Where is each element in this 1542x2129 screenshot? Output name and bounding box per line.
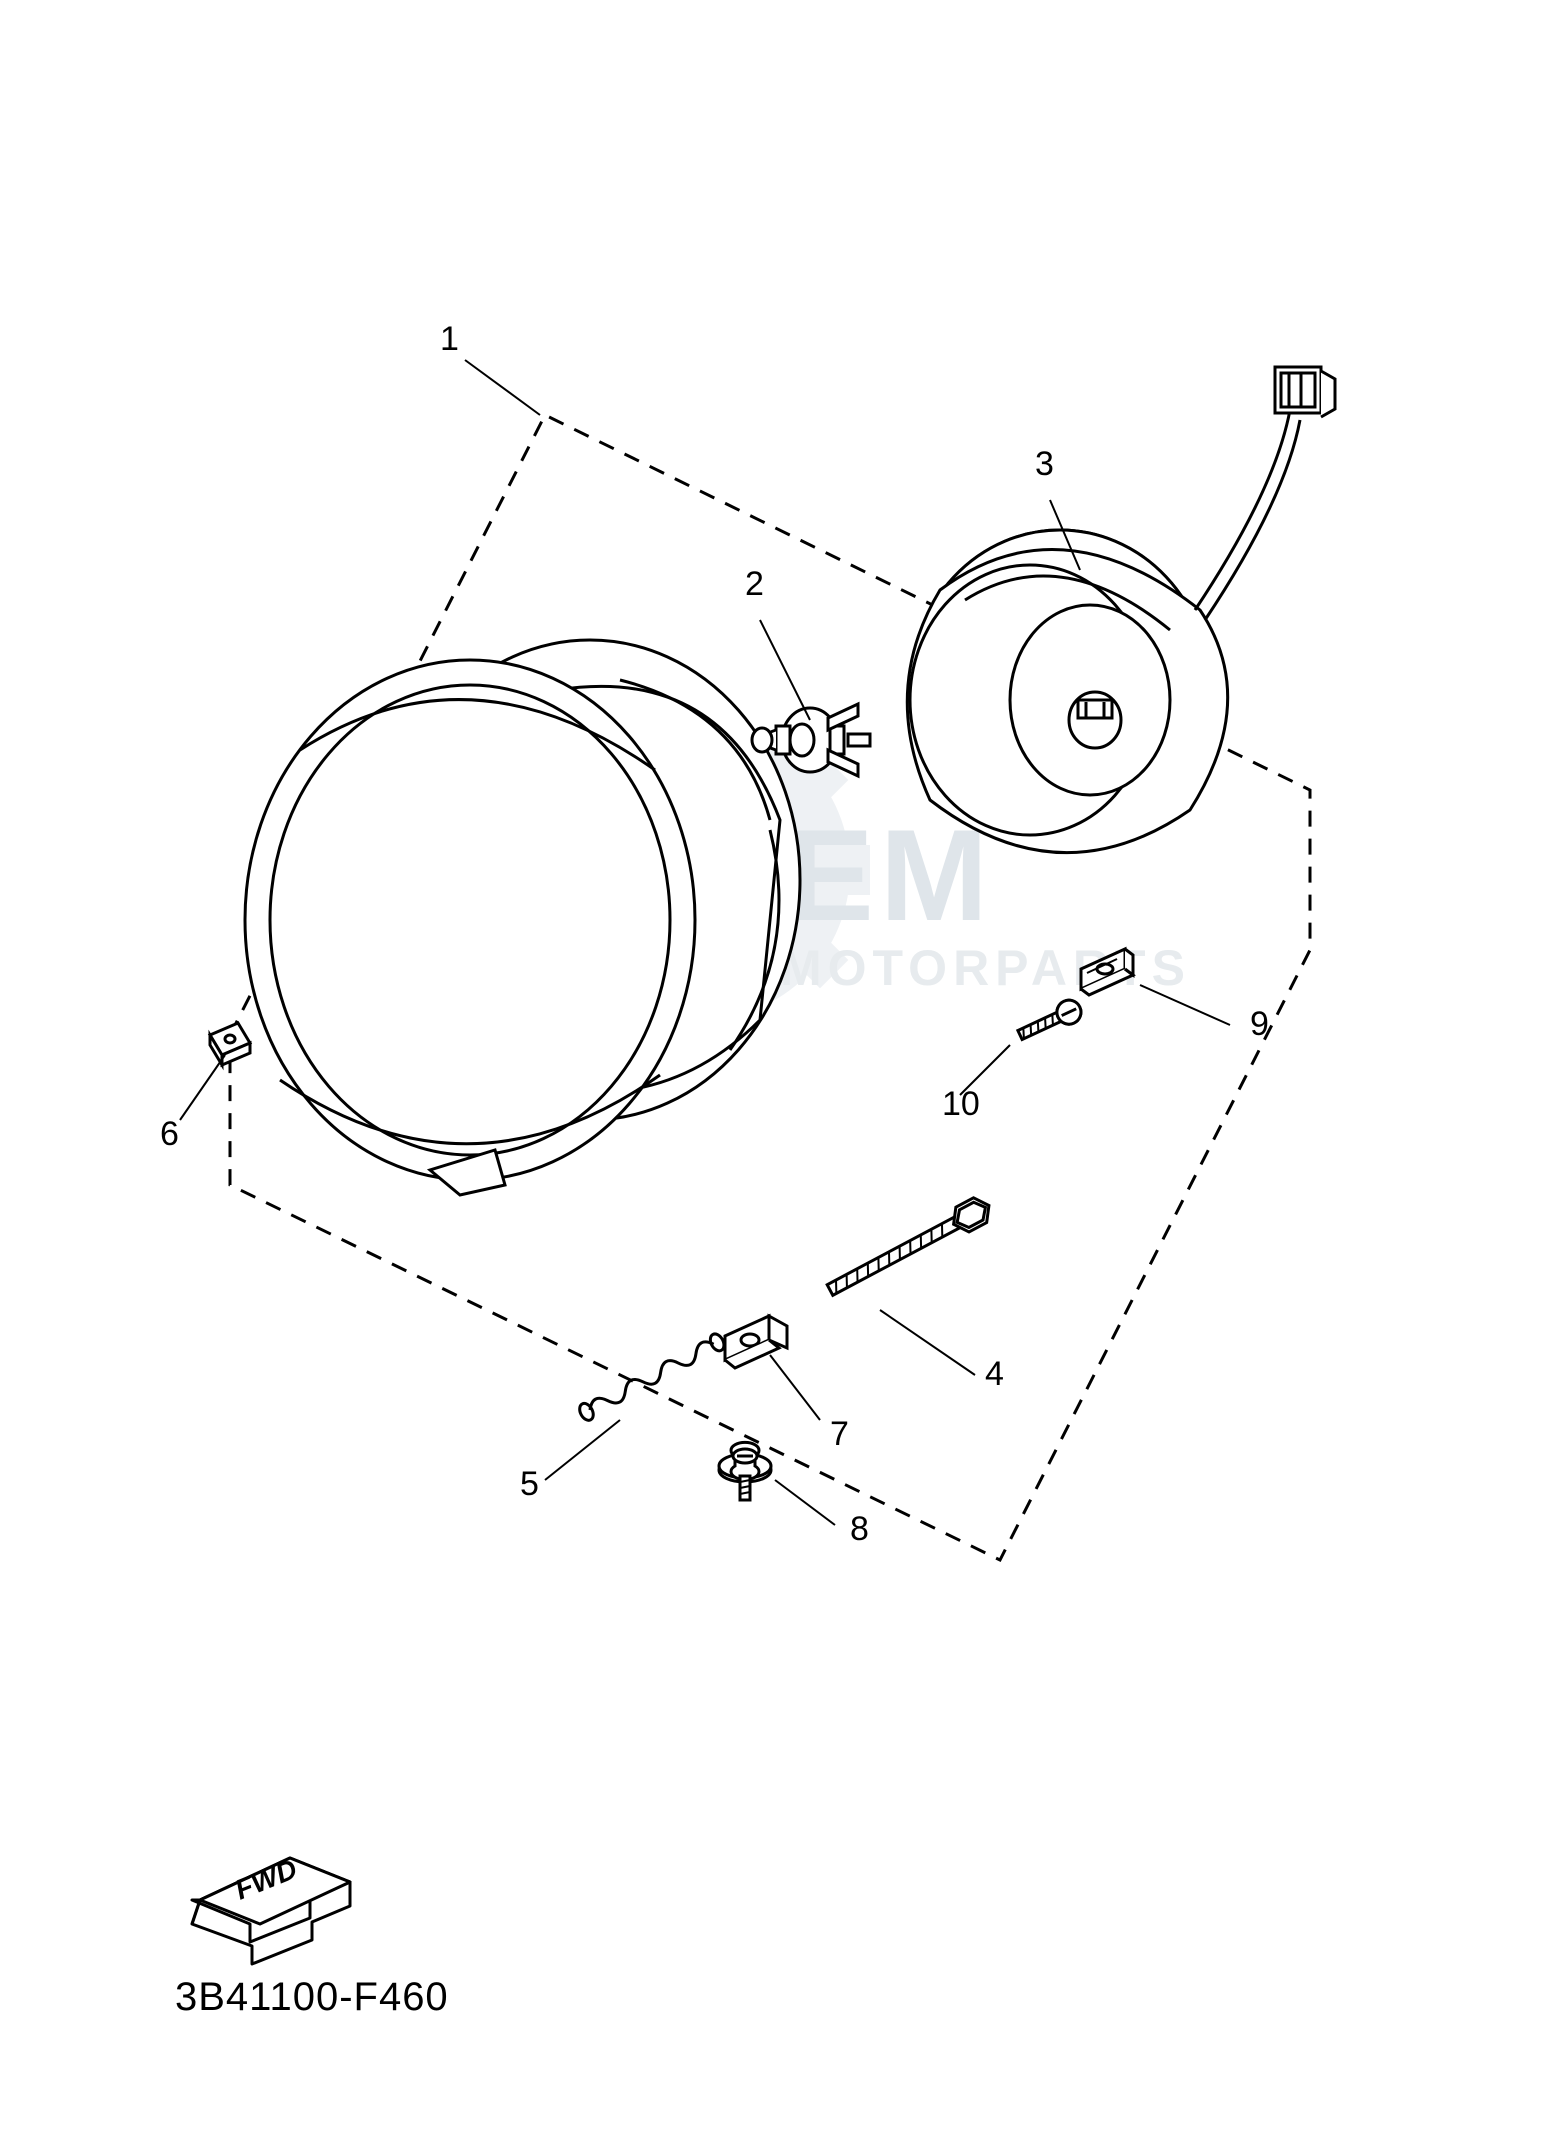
- screw-10: [1015, 996, 1085, 1046]
- callout-leader-4: [880, 1310, 975, 1375]
- callout-number-6: 6: [160, 1115, 179, 1153]
- callout-leader-2: [760, 620, 810, 720]
- screw-8: [719, 1442, 771, 1500]
- callout-number-9: 9: [1250, 1005, 1269, 1043]
- fwd-arrow: FWD: [192, 1853, 350, 1964]
- bracket-clip: [725, 1316, 787, 1368]
- parts-diagram: OEM MOTORPARTS: [0, 0, 1542, 2129]
- callout-number-4: 4: [985, 1355, 1004, 1393]
- callout-number-8: 8: [850, 1510, 869, 1548]
- callout-number-1: 1: [440, 320, 459, 358]
- callout-leader-6: [180, 1055, 225, 1120]
- part-code: 3B41100-F460: [175, 1975, 449, 2019]
- callout-leader-1: [465, 360, 540, 415]
- callout-leader-8: [775, 1480, 835, 1525]
- callout-number-3: 3: [1035, 445, 1054, 483]
- callout-number-2: 2: [745, 565, 764, 603]
- headlight-lens: [245, 640, 800, 1195]
- square-nut-6: [210, 1023, 250, 1065]
- callout-leader-7: [770, 1355, 820, 1420]
- rear-housing: [907, 367, 1335, 853]
- spring: [577, 1332, 727, 1423]
- callout-number-10: 10: [942, 1085, 980, 1123]
- callout-number-7: 7: [830, 1415, 849, 1453]
- callout-number-5: 5: [520, 1465, 539, 1503]
- adjust-bolt: [823, 1193, 995, 1302]
- callout-leader-5: [545, 1420, 620, 1480]
